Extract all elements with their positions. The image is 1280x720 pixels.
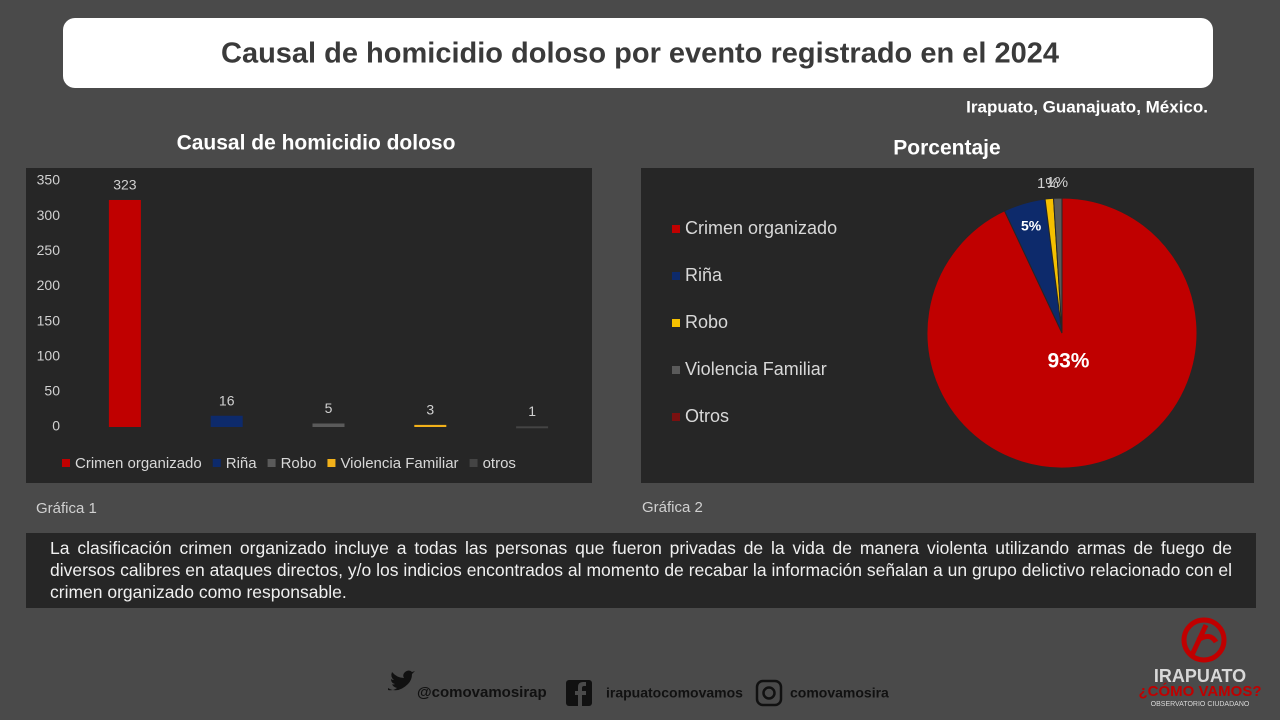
legend-swatch [212, 459, 221, 467]
legend-label: Robo [685, 312, 728, 332]
pie-label: 1% [1046, 174, 1068, 191]
logo-mark [1181, 617, 1227, 663]
location: Irapuato, Guanajuato, México. [966, 97, 1208, 116]
instagram-icon [755, 679, 783, 707]
legend-swatch [672, 225, 680, 233]
chart-title: Causal de homicidio doloso [177, 132, 456, 155]
facebook-glyph [575, 682, 586, 706]
legend-swatch [62, 459, 70, 467]
bar [108, 199, 141, 427]
instagram-lens [762, 686, 776, 700]
pie-label: 5% [1021, 217, 1042, 233]
legend-label: Robo [281, 455, 317, 472]
value-label: 3 [426, 402, 434, 418]
instagram-handle: comovamosira [790, 685, 889, 701]
legend-swatch [267, 459, 276, 467]
legend-label: Riña [685, 265, 723, 285]
legend-label: Otros [685, 406, 729, 426]
legend-swatch [469, 459, 478, 467]
legend-label: otros [483, 455, 516, 472]
legend-swatch [672, 413, 680, 421]
bar [414, 424, 447, 427]
legend-label: Riña [226, 455, 258, 472]
pie-label: 93% [1047, 350, 1089, 373]
legend-swatch [672, 272, 680, 280]
bar [210, 415, 243, 427]
header-box [63, 18, 1213, 88]
value-label: 1 [528, 403, 536, 419]
note: La clasificación crimen organizado inclu… [26, 533, 1256, 608]
y-tick-label: 50 [44, 383, 60, 399]
caption: Gráfica 1 [36, 500, 97, 517]
pie-slice [1052, 197, 1063, 334]
legend-label: Violencia Familiar [685, 359, 827, 379]
logo-name: IRAPUATO [1154, 666, 1246, 686]
y-tick-label: 150 [37, 312, 61, 328]
twitter-handle: @comovamosirap [417, 684, 547, 701]
legend-swatch [672, 366, 680, 374]
y-tick-label: 350 [37, 172, 61, 188]
y-tick-label: 0 [52, 418, 60, 434]
title: Causal de homicidio doloso por evento re… [221, 38, 1059, 70]
logo-mark-stroke [1189, 623, 1219, 657]
legend-swatch [327, 459, 336, 467]
y-tick-label: 200 [37, 277, 61, 293]
bar [516, 426, 549, 429]
legend-label: Crimen organizado [685, 218, 837, 238]
legend-swatch [672, 319, 680, 327]
legend-label: Violencia Familiar [340, 455, 458, 472]
bar [312, 423, 345, 427]
chart-title: Porcentaje [893, 137, 1000, 160]
twitter-icon [388, 670, 415, 691]
y-tick-label: 300 [37, 207, 61, 223]
pie-label: 1% [1037, 175, 1059, 192]
y-tick-label: 250 [37, 242, 61, 258]
legend-label: Crimen organizado [75, 455, 202, 472]
facebook-handle: irapuatocomovamos [606, 685, 743, 701]
value-label: 5 [325, 400, 333, 416]
logo-subtitle: OBSERVATORIO CIUDADANO [1151, 701, 1250, 708]
caption: Gráfica 2 [642, 499, 703, 516]
value-label: 323 [113, 177, 137, 193]
y-tick-label: 100 [37, 347, 61, 363]
logo-tagline: ¿CÓMO VAMOS? [1138, 682, 1261, 700]
value-label: 16 [219, 392, 235, 408]
